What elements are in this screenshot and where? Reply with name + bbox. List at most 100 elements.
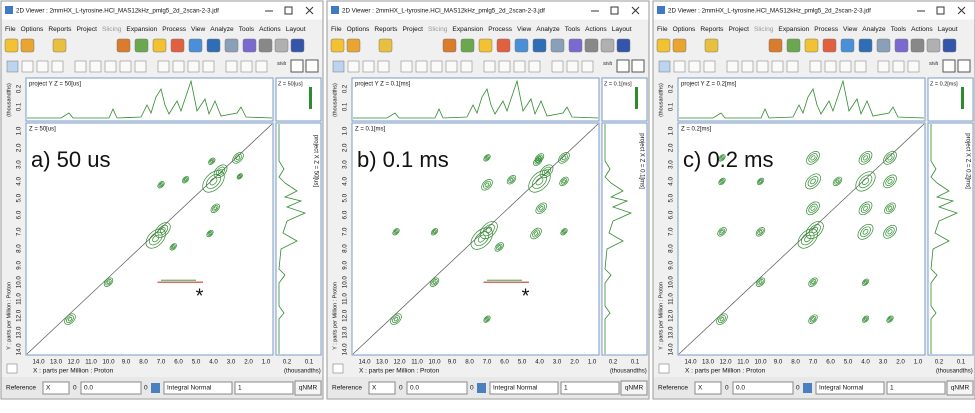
toolbar-button[interactable] — [188, 38, 203, 53]
menu-item[interactable]: Tools — [565, 26, 581, 33]
menu-item[interactable]: View — [843, 26, 857, 33]
tool-button[interactable] — [51, 60, 64, 73]
toolbar-button[interactable] — [478, 38, 493, 53]
toolbar-button[interactable] — [134, 38, 149, 53]
close-button[interactable] — [957, 6, 966, 15]
toolbar-button[interactable] — [258, 38, 273, 53]
menu-item[interactable]: Project — [728, 26, 749, 33]
offset-field[interactable] — [80, 381, 142, 395]
tool-button[interactable] — [347, 60, 360, 73]
pin-icon[interactable] — [803, 383, 812, 393]
menu-item[interactable]: Process — [162, 26, 187, 33]
tool-button[interactable] — [187, 60, 200, 73]
toolbar-button[interactable] — [442, 38, 457, 53]
toolbar-button[interactable] — [600, 38, 615, 53]
toolbar-button[interactable] — [616, 38, 631, 53]
toolbar-button[interactable] — [858, 38, 873, 53]
tool-button[interactable] — [21, 60, 34, 73]
count-field[interactable] — [560, 381, 620, 395]
tool-button[interactable] — [877, 60, 890, 73]
offset-field[interactable] — [406, 381, 468, 395]
menu-item[interactable]: Layout — [612, 26, 632, 33]
menu-item[interactable]: Analyze — [862, 26, 886, 33]
toolbar-button[interactable] — [346, 38, 361, 53]
toolbar-button[interactable] — [656, 38, 671, 53]
toolbar-button[interactable] — [206, 38, 221, 53]
offset-field[interactable] — [732, 381, 794, 395]
shift-button[interactable] — [631, 59, 645, 73]
tool-button[interactable] — [6, 60, 19, 73]
toolbar-button[interactable] — [550, 38, 565, 53]
menu-item[interactable]: Process — [488, 26, 513, 33]
toolbar-button[interactable] — [116, 38, 131, 53]
menu-item[interactable]: Layout — [286, 26, 306, 33]
maximize-button[interactable] — [936, 6, 945, 15]
pin-icon[interactable] — [151, 383, 160, 393]
tool-button[interactable] — [255, 60, 268, 73]
count-field[interactable] — [234, 381, 294, 395]
tool-button[interactable] — [741, 60, 754, 73]
tool-button[interactable] — [460, 60, 473, 73]
toolbar-button[interactable] — [822, 38, 837, 53]
qnmr-button[interactable] — [946, 380, 974, 396]
qnmr-button[interactable] — [294, 380, 322, 396]
tool-button[interactable] — [430, 60, 443, 73]
menu-item[interactable]: View — [517, 26, 531, 33]
axis-select[interactable] — [368, 381, 396, 395]
menu-item[interactable]: Reports — [700, 26, 724, 33]
tool-button[interactable] — [673, 60, 686, 73]
tool-button[interactable] — [703, 60, 716, 73]
menu-item[interactable]: Analyze — [210, 26, 234, 33]
toolbar-button[interactable] — [152, 38, 167, 53]
shift-button[interactable] — [305, 59, 319, 73]
tool-button[interactable] — [786, 60, 799, 73]
menu-item[interactable]: Layout — [938, 26, 958, 33]
toolbar-button[interactable] — [840, 38, 855, 53]
tool-button[interactable] — [771, 60, 784, 73]
tool-button[interactable] — [89, 60, 102, 73]
menu-item[interactable]: Options — [347, 26, 370, 33]
tool-button[interactable] — [551, 60, 564, 73]
shift-button[interactable] — [957, 59, 971, 73]
menu-item[interactable]: Expansion — [452, 26, 483, 33]
toolbar-button[interactable] — [568, 38, 583, 53]
menu-item[interactable]: Reports — [374, 26, 398, 33]
shift-button[interactable] — [290, 59, 304, 73]
tool-button[interactable] — [581, 60, 594, 73]
qnmr-button[interactable] — [620, 380, 648, 396]
tool-button[interactable] — [658, 60, 671, 73]
toolbar-button[interactable] — [910, 38, 925, 53]
tool-button[interactable] — [377, 60, 390, 73]
mode-select[interactable] — [489, 381, 559, 395]
toolbar-button[interactable] — [20, 38, 35, 53]
toolbar-button[interactable] — [378, 38, 393, 53]
tool-button[interactable] — [513, 60, 526, 73]
toolbar-button[interactable] — [274, 38, 289, 53]
toolbar-button[interactable] — [584, 38, 599, 53]
toolbar-button[interactable] — [672, 38, 687, 53]
menu-item[interactable]: Slicing — [428, 26, 448, 33]
menu-item[interactable]: Project — [76, 26, 97, 33]
toolbar-button[interactable] — [330, 38, 345, 53]
mode-select[interactable] — [815, 381, 885, 395]
shift-button[interactable] — [616, 59, 630, 73]
pin-icon[interactable] — [477, 383, 486, 393]
tool-button[interactable] — [415, 60, 428, 73]
axis-select[interactable] — [42, 381, 70, 395]
tool-button[interactable] — [688, 60, 701, 73]
tool-button[interactable] — [240, 60, 253, 73]
toolbar-button[interactable] — [942, 38, 957, 53]
menu-item[interactable]: Slicing — [102, 26, 122, 33]
count-field[interactable] — [886, 381, 946, 395]
tool-button[interactable] — [445, 60, 458, 73]
menu-item[interactable]: Slicing — [754, 26, 774, 33]
axis-select[interactable] — [694, 381, 722, 395]
menu-item[interactable]: Project — [402, 26, 423, 33]
tool-button[interactable] — [854, 60, 867, 73]
tool-button[interactable] — [36, 60, 49, 73]
toolbar-button[interactable] — [704, 38, 719, 53]
toolbar-button[interactable] — [4, 38, 19, 53]
tool-button[interactable] — [528, 60, 541, 73]
shift-button[interactable] — [942, 59, 956, 73]
maximize-button[interactable] — [284, 6, 293, 15]
